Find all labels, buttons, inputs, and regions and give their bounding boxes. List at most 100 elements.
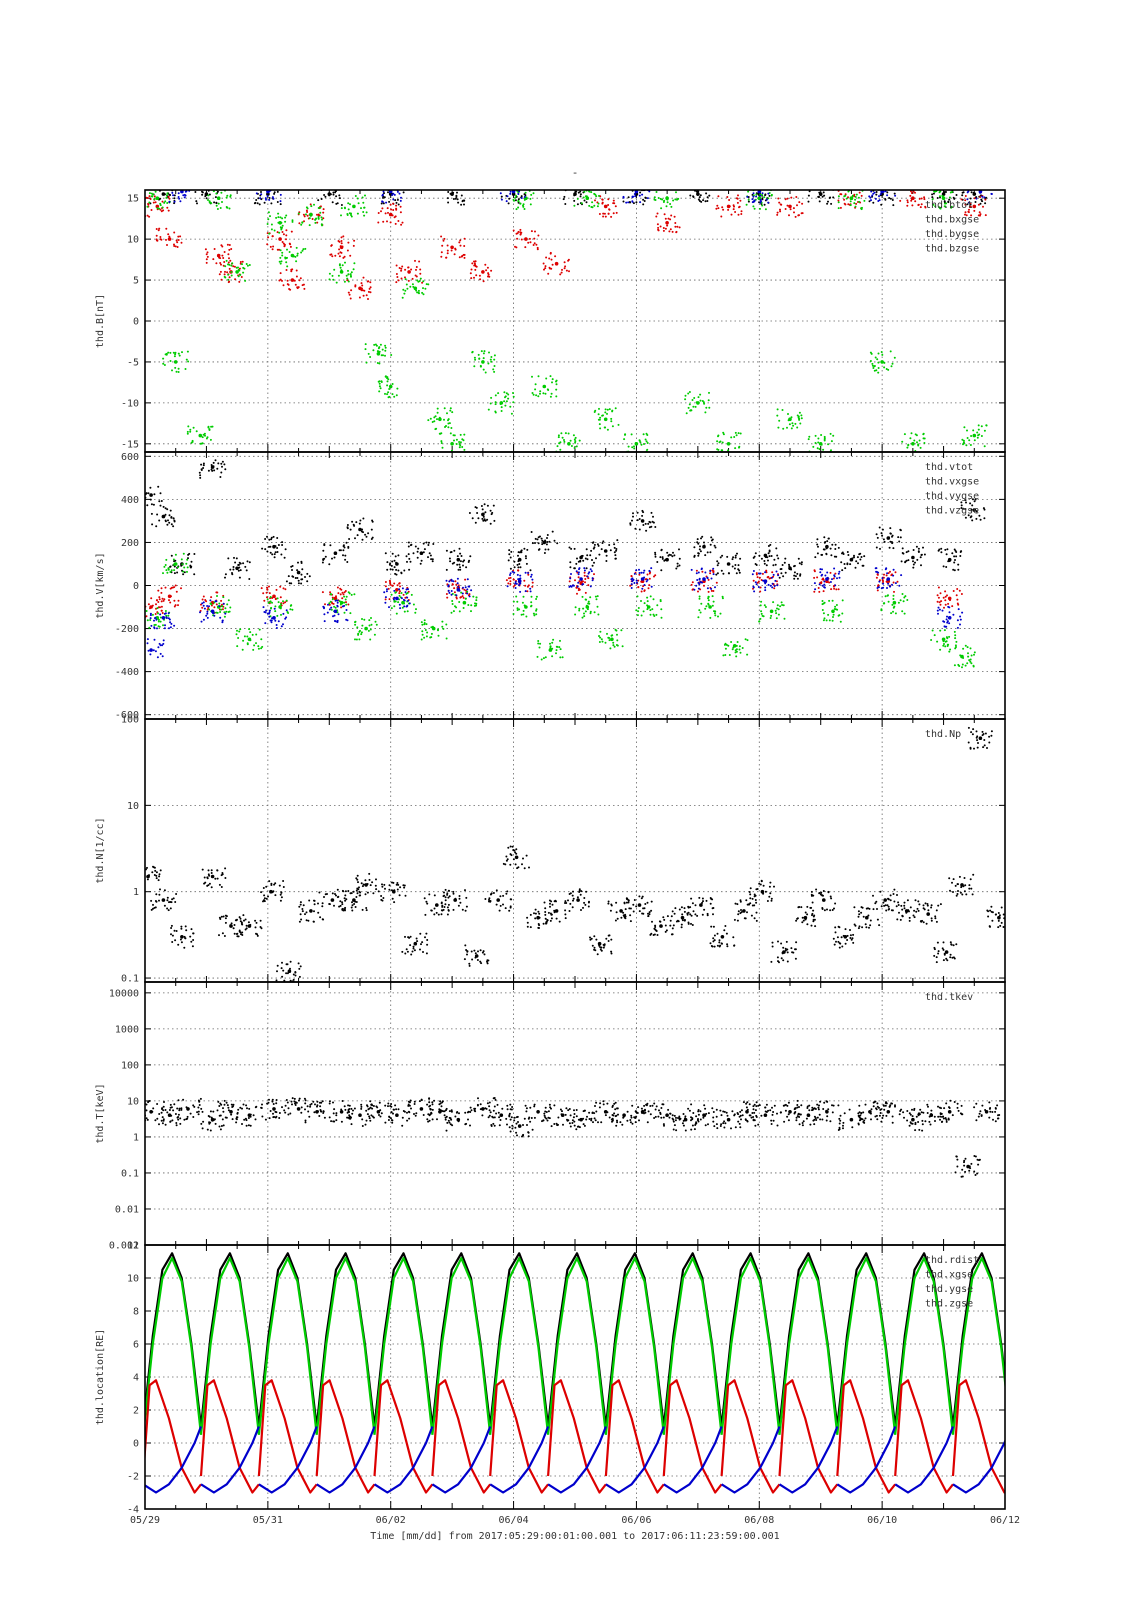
data-dot bbox=[532, 542, 534, 544]
data-dot bbox=[508, 553, 510, 555]
data-dot bbox=[281, 255, 283, 257]
data-dot bbox=[187, 566, 189, 568]
data-dot bbox=[709, 572, 711, 574]
data-dot bbox=[277, 597, 279, 599]
data-dot bbox=[281, 976, 283, 978]
data-dot bbox=[516, 182, 518, 184]
data-dot bbox=[937, 601, 939, 603]
data-dot bbox=[369, 879, 371, 881]
data-dot bbox=[406, 605, 408, 607]
data-dot bbox=[331, 602, 333, 604]
data-dot bbox=[633, 582, 635, 584]
data-dot bbox=[263, 887, 265, 889]
data-dot bbox=[389, 884, 391, 886]
data-dot bbox=[319, 212, 321, 214]
data-dot bbox=[975, 518, 977, 520]
data-dot bbox=[874, 370, 876, 372]
y-tick-label: 400 bbox=[121, 495, 139, 506]
data-dot bbox=[616, 539, 618, 541]
data-dot bbox=[314, 222, 316, 224]
data-dot bbox=[598, 419, 600, 421]
data-dot bbox=[507, 585, 509, 587]
data-dot bbox=[201, 621, 203, 623]
data-dot bbox=[577, 586, 579, 588]
y-tick-label: -400 bbox=[115, 667, 139, 678]
data-dot bbox=[568, 453, 570, 455]
data-dot bbox=[202, 442, 204, 444]
data-dot bbox=[395, 281, 397, 283]
data-dot bbox=[255, 926, 257, 928]
data-dot bbox=[608, 544, 610, 546]
data-dot bbox=[341, 242, 343, 244]
data-dot bbox=[317, 199, 319, 201]
data-dot bbox=[692, 406, 694, 408]
data-dot bbox=[456, 564, 458, 566]
data-dot bbox=[273, 183, 275, 185]
data-dot bbox=[400, 183, 402, 185]
data-dot bbox=[841, 569, 843, 571]
data-dot bbox=[736, 572, 738, 574]
data-dot bbox=[714, 614, 716, 616]
data-dot bbox=[177, 604, 179, 606]
data-dot bbox=[174, 606, 176, 608]
data-dot bbox=[175, 585, 177, 587]
data-dot bbox=[740, 652, 742, 654]
data-dot bbox=[910, 187, 912, 189]
y-tick-label: 100 bbox=[121, 715, 139, 726]
data-dot bbox=[174, 930, 176, 932]
data-dot bbox=[454, 187, 456, 189]
data-dot bbox=[339, 255, 341, 257]
data-dot bbox=[694, 185, 696, 187]
data-dot bbox=[281, 962, 283, 964]
data-dot bbox=[822, 187, 824, 189]
data-dot bbox=[358, 631, 360, 633]
data-dot bbox=[817, 447, 819, 449]
data-dot bbox=[527, 572, 529, 574]
data-dot bbox=[242, 649, 244, 651]
data-dot bbox=[159, 643, 161, 645]
data-dot bbox=[709, 551, 711, 553]
data-dot bbox=[953, 555, 955, 557]
data-dot bbox=[697, 582, 699, 584]
data-dot bbox=[378, 390, 380, 392]
data-dot bbox=[276, 615, 278, 617]
data-dot bbox=[460, 245, 462, 247]
data-dot bbox=[321, 219, 323, 221]
data-dot bbox=[337, 889, 339, 891]
data-dot bbox=[356, 639, 358, 641]
data-dot bbox=[159, 606, 161, 608]
data-dot bbox=[368, 291, 370, 293]
data-dot bbox=[399, 894, 401, 896]
data-dot bbox=[229, 260, 231, 262]
data-dot bbox=[759, 182, 761, 184]
data-dot bbox=[583, 613, 585, 615]
data-dot bbox=[954, 664, 956, 666]
data-dot bbox=[906, 551, 908, 553]
data-dot bbox=[726, 556, 728, 558]
data-dot bbox=[222, 608, 224, 610]
data-dot bbox=[643, 590, 645, 592]
data-dot bbox=[495, 403, 497, 405]
data-dot bbox=[516, 233, 518, 235]
data-dot bbox=[140, 874, 142, 876]
data-dot bbox=[343, 593, 345, 595]
data-dot bbox=[663, 201, 665, 203]
data-dot bbox=[397, 601, 399, 603]
data-dot bbox=[406, 597, 408, 599]
data-dot bbox=[712, 590, 714, 592]
data-dot bbox=[227, 253, 229, 255]
data-dot bbox=[974, 197, 976, 199]
data-dot bbox=[512, 184, 514, 186]
data-dot bbox=[660, 608, 662, 610]
data-dot bbox=[748, 201, 750, 203]
data-dot bbox=[151, 513, 153, 515]
data-dot bbox=[269, 610, 271, 612]
data-dot bbox=[397, 199, 399, 201]
data-dot bbox=[599, 213, 601, 215]
data-dot bbox=[844, 204, 846, 206]
data-dot bbox=[205, 600, 207, 602]
data-dot bbox=[589, 554, 591, 556]
data-dot bbox=[463, 607, 465, 609]
data-dot bbox=[717, 435, 719, 437]
data-dot bbox=[894, 193, 896, 195]
